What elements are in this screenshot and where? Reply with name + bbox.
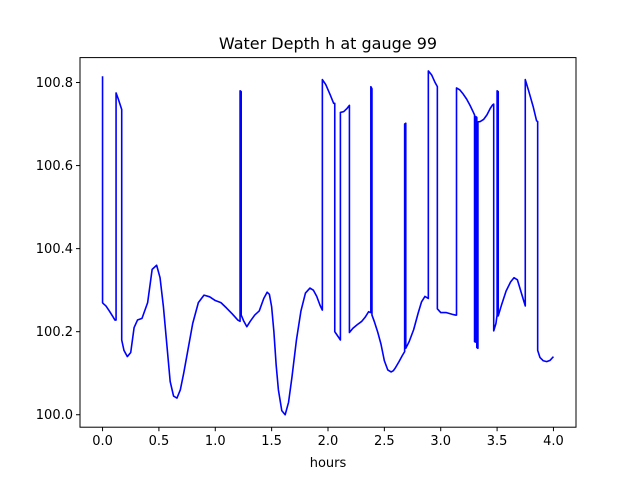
x-axis: 0.0 0.5 1.0 1.5 2.0 2.5 3.0 3.5 4.0	[92, 427, 564, 449]
y-tick-label: 100.0	[36, 408, 73, 423]
chart-title: Water Depth h at gauge 99	[219, 34, 437, 53]
x-tick-label: 0.5	[149, 434, 170, 449]
series-line-0	[101, 70, 555, 416]
x-tick-label: 0.0	[92, 434, 113, 449]
y-axis: 100.0 100.2 100.4 100.6 100.8	[36, 76, 80, 423]
x-tick-label: 1.0	[205, 434, 226, 449]
x-tick-label: 4.0	[543, 434, 564, 449]
x-tick-label: 1.5	[261, 434, 282, 449]
y-tick-label: 100.2	[36, 325, 73, 340]
y-tick-label: 100.6	[36, 159, 73, 174]
x-tick-label: 2.5	[374, 434, 395, 449]
plot-area	[101, 70, 555, 416]
y-tick-label: 100.4	[36, 242, 73, 257]
x-axis-label: hours	[310, 456, 347, 471]
y-tick-label: 100.8	[36, 76, 73, 91]
x-tick-label: 2.0	[318, 434, 339, 449]
x-tick-label: 3.0	[430, 434, 451, 449]
x-tick-label: 3.5	[487, 434, 508, 449]
